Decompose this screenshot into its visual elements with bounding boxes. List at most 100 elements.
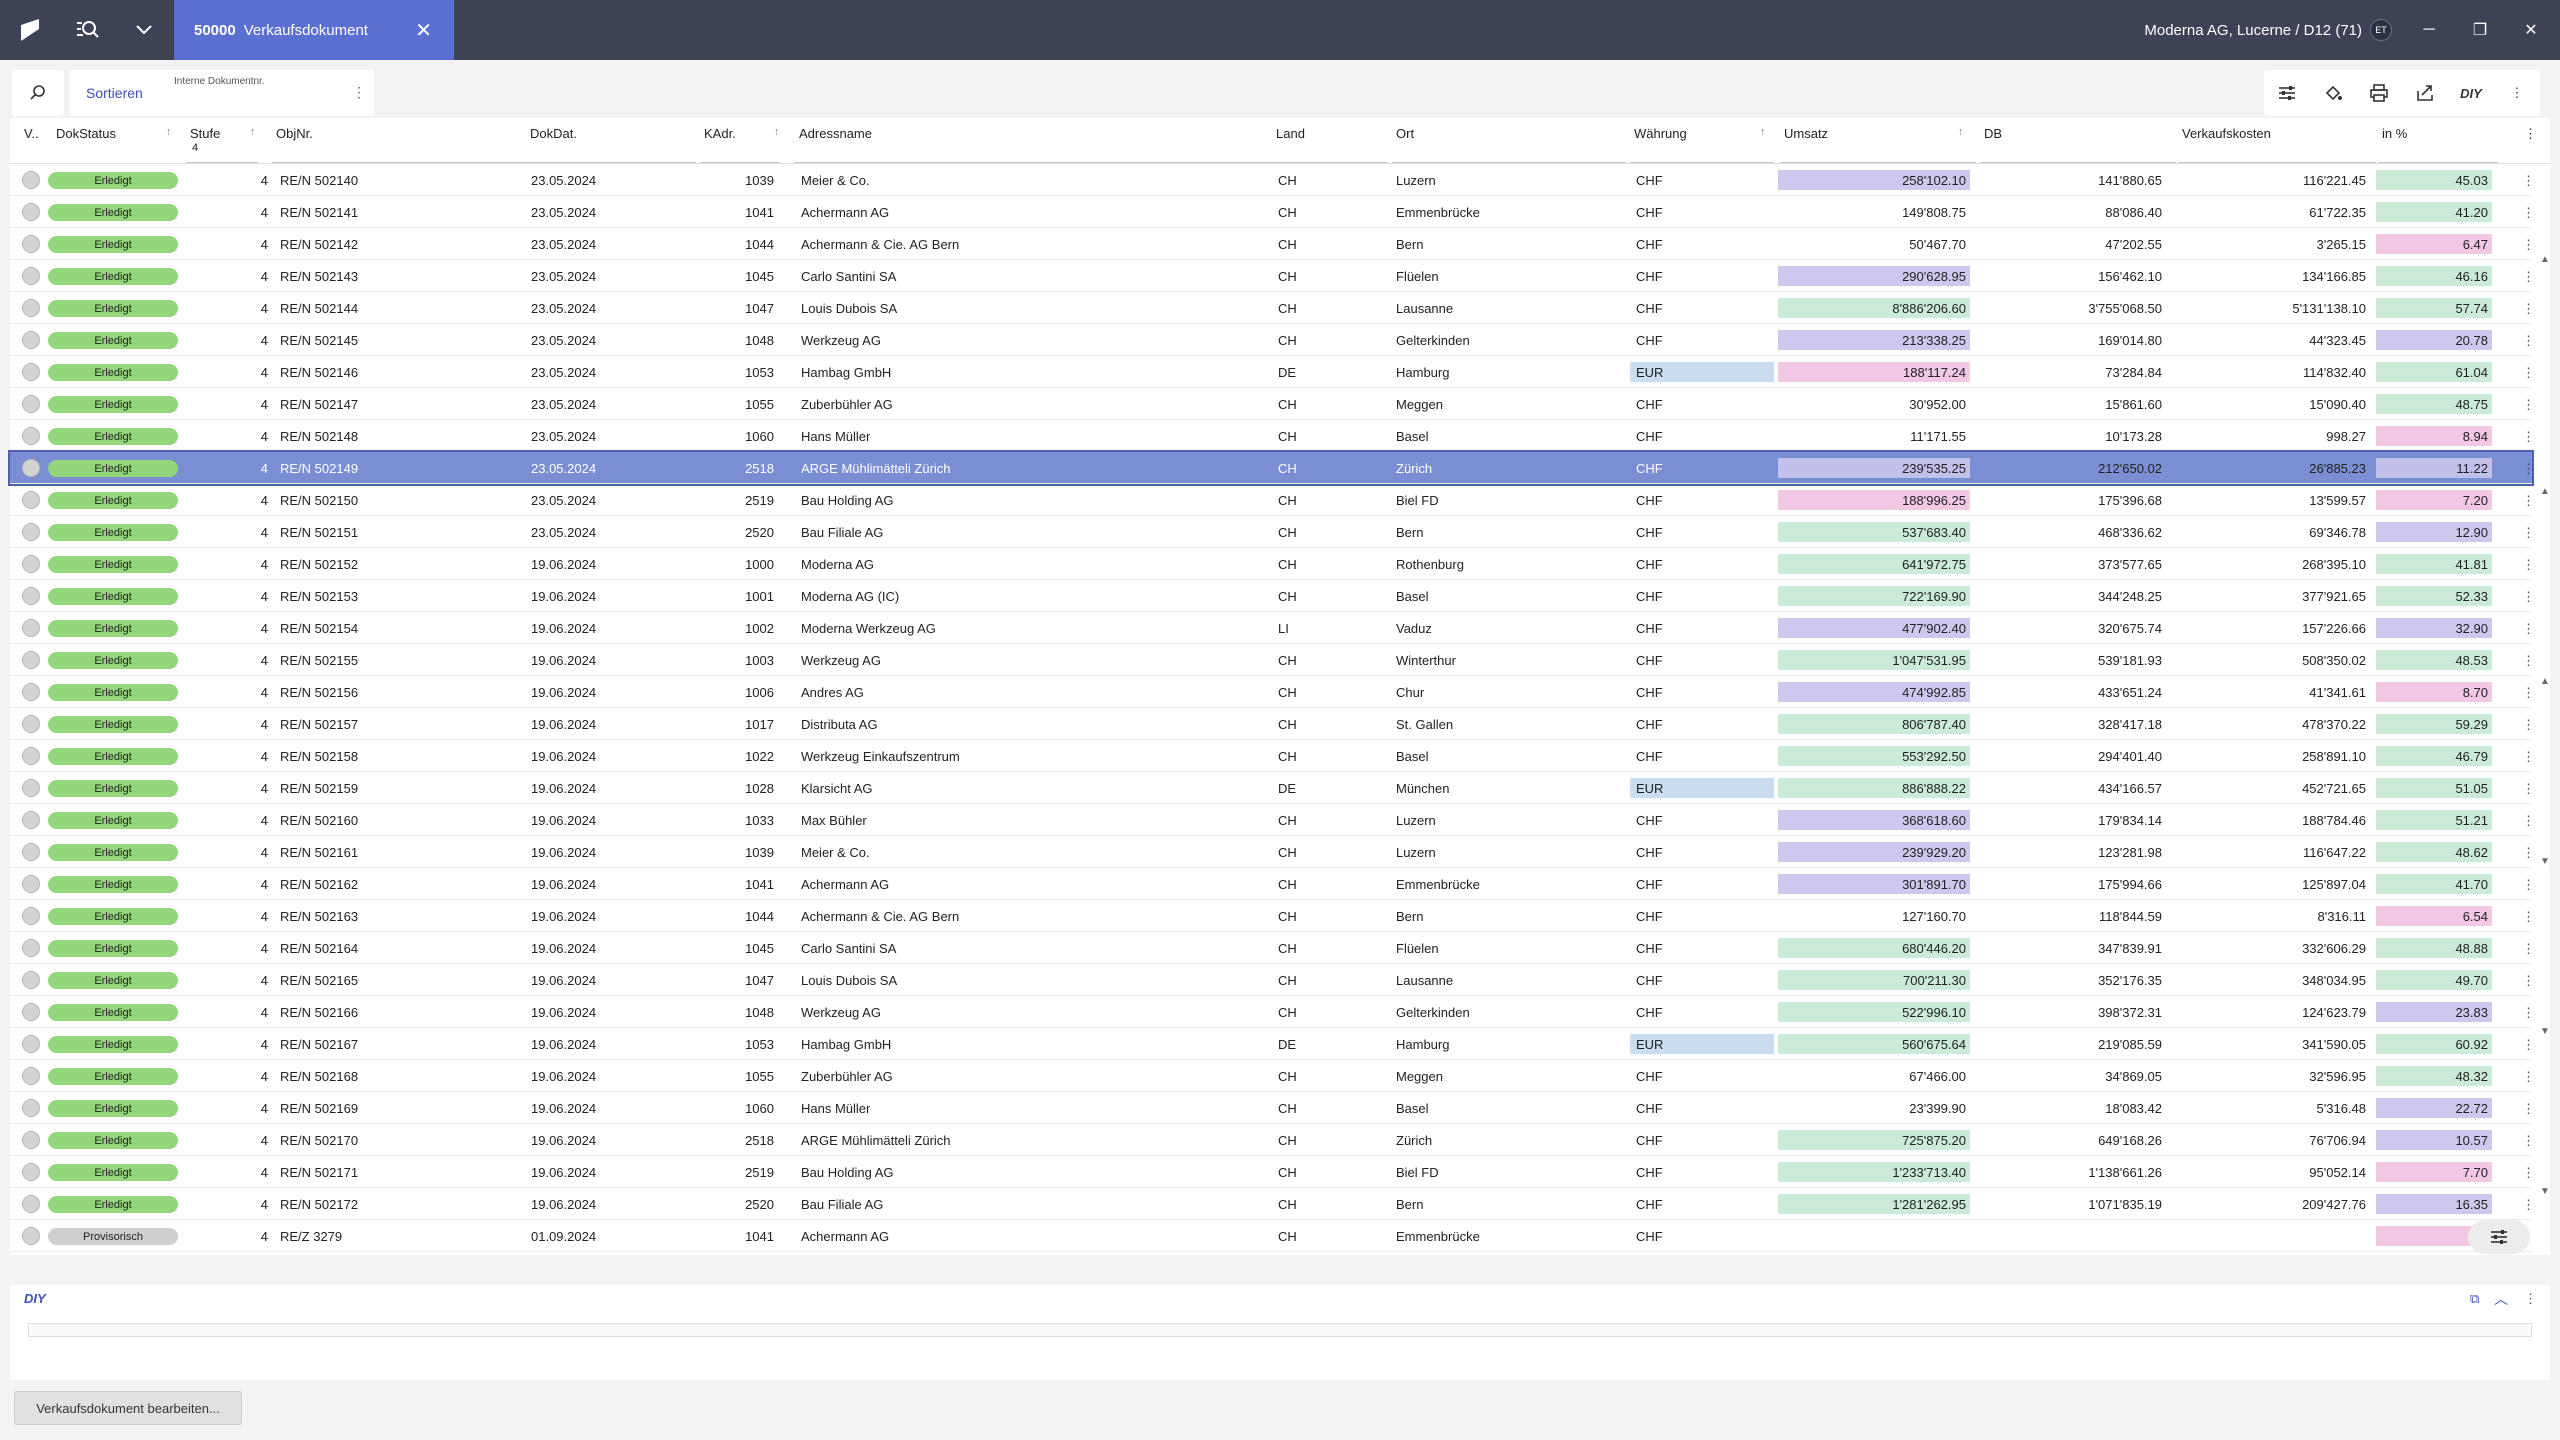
- more-vertical-icon[interactable]: ⋮: [2524, 1291, 2537, 1306]
- sort-arrow-icon[interactable]: ↑: [250, 126, 256, 138]
- row-menu-icon[interactable]: ⋮: [2522, 685, 2535, 700]
- table-row[interactable]: Erledigt 4 RE/N 502158 19.06.2024 1022 Werkze…: [10, 740, 2535, 772]
- row-menu-icon[interactable]: ⋮: [2522, 301, 2535, 316]
- sort-label[interactable]: Sortieren: [86, 85, 143, 101]
- quick-filter-button[interactable]: [2468, 1220, 2530, 1254]
- table-row[interactable]: Erledigt 4 RE/N 502144 23.05.2024 1047 Louis …: [10, 292, 2535, 324]
- row-select-checkbox[interactable]: [22, 1195, 40, 1213]
- row-select-checkbox[interactable]: [22, 555, 40, 573]
- row-menu-icon[interactable]: ⋮: [2522, 1133, 2535, 1148]
- sort-arrow-icon[interactable]: ↑: [774, 126, 780, 138]
- table-row[interactable]: Erledigt 4 RE/N 502169 19.06.2024 1060 Hans M…: [10, 1092, 2535, 1124]
- row-menu-icon[interactable]: ⋮: [2522, 397, 2535, 412]
- row-select-checkbox[interactable]: [22, 267, 40, 285]
- col-header-objnr[interactable]: ObjNr.: [276, 126, 313, 141]
- table-row[interactable]: Erledigt 4 RE/N 502148 23.05.2024 1060 Hans M…: [10, 420, 2535, 452]
- close-window-icon[interactable]: ✕: [2524, 22, 2538, 39]
- row-select-checkbox[interactable]: [22, 203, 40, 221]
- row-menu-icon[interactable]: ⋮: [2522, 973, 2535, 988]
- row-select-checkbox[interactable]: [22, 1227, 40, 1245]
- table-row[interactable]: Erledigt 4 RE/N 502152 19.06.2024 1000 Modern…: [10, 548, 2535, 580]
- col-header-stufe[interactable]: Stufe: [190, 126, 221, 141]
- diy-input[interactable]: [28, 1323, 2532, 1337]
- search-list-icon[interactable]: [60, 0, 116, 60]
- table-row[interactable]: Erledigt 4 RE/N 502154 19.06.2024 1002 Modern…: [10, 612, 2535, 644]
- row-menu-icon[interactable]: ⋮: [2522, 845, 2535, 860]
- row-menu-icon[interactable]: ⋮: [2522, 525, 2535, 540]
- col-header-kadr[interactable]: KAdr.: [704, 126, 736, 141]
- row-menu-icon[interactable]: ⋮: [2522, 1005, 2535, 1020]
- row-select-checkbox[interactable]: [22, 395, 40, 413]
- row-menu-icon[interactable]: ⋮: [2522, 1101, 2535, 1116]
- row-select-checkbox[interactable]: [22, 1099, 40, 1117]
- table-row[interactable]: Erledigt 4 RE/N 502162 19.06.2024 1041 Acherm…: [10, 868, 2535, 900]
- chevron-down-icon[interactable]: [116, 0, 172, 60]
- row-select-checkbox[interactable]: [22, 971, 40, 989]
- vertical-scrollbar[interactable]: ▲ ▲ ▲ ▼ ▼ ▼: [2540, 164, 2550, 1254]
- table-row[interactable]: Erledigt 4 RE/N 502172 19.06.2024 2520 Bau Fi…: [10, 1188, 2535, 1220]
- column-menu-icon[interactable]: ⋮: [2524, 126, 2537, 141]
- row-select-checkbox[interactable]: [22, 683, 40, 701]
- row-select-checkbox[interactable]: [22, 1035, 40, 1053]
- table-row[interactable]: Erledigt 4 RE/N 502147 23.05.2024 1055 Zuberb…: [10, 388, 2535, 420]
- col-header-ort[interactable]: Ort: [1396, 126, 1415, 141]
- table-row[interactable]: Erledigt 4 RE/N 502156 19.06.2024 1006 Andres…: [10, 676, 2535, 708]
- row-select-checkbox[interactable]: [22, 939, 40, 957]
- col-header-adressname[interactable]: Adressname: [799, 126, 872, 141]
- table-row[interactable]: Erledigt 4 RE/N 502153 19.06.2024 1001 Modern…: [10, 580, 2535, 612]
- table-row[interactable]: Erledigt 4 RE/N 502163 19.06.2024 1044 Acherm…: [10, 900, 2535, 932]
- row-select-checkbox[interactable]: [22, 619, 40, 637]
- row-select-checkbox[interactable]: [22, 171, 40, 189]
- table-row[interactable]: Erledigt 4 RE/N 502167 19.06.2024 1053 Hambag…: [10, 1028, 2535, 1060]
- row-select-checkbox[interactable]: [22, 875, 40, 893]
- row-select-checkbox[interactable]: [22, 331, 40, 349]
- table-row[interactable]: Erledigt 4 RE/N 502159 19.06.2024 1028 Klarsi…: [10, 772, 2535, 804]
- diy-button[interactable]: DIY: [2460, 85, 2482, 101]
- table-row[interactable]: Erledigt 4 RE/N 502165 19.06.2024 1047 Louis …: [10, 964, 2535, 996]
- row-menu-icon[interactable]: ⋮: [2522, 621, 2535, 636]
- table-row[interactable]: Erledigt 4 RE/N 502166 19.06.2024 1048 Werkze…: [10, 996, 2535, 1028]
- table-row[interactable]: Erledigt 4 RE/N 502143 23.05.2024 1045 Carlo …: [10, 260, 2535, 292]
- row-select-checkbox[interactable]: [22, 811, 40, 829]
- row-select-checkbox[interactable]: [22, 235, 40, 253]
- row-select-checkbox[interactable]: [22, 1003, 40, 1021]
- row-menu-icon[interactable]: ⋮: [2522, 1037, 2535, 1052]
- table-row[interactable]: Erledigt 4 RE/N 502141 23.05.2024 1041 Acherm…: [10, 196, 2535, 228]
- row-menu-icon[interactable]: ⋮: [2522, 653, 2535, 668]
- table-row[interactable]: Erledigt 4 RE/N 502168 19.06.2024 1055 Zuberb…: [10, 1060, 2535, 1092]
- open-external-icon[interactable]: ⧉: [2470, 1291, 2480, 1306]
- table-row[interactable]: Erledigt 4 RE/N 502155 19.06.2024 1003 Werkze…: [10, 644, 2535, 676]
- row-select-checkbox[interactable]: [22, 907, 40, 925]
- row-select-checkbox[interactable]: [22, 491, 40, 509]
- table-row[interactable]: Erledigt 4 RE/N 502140 23.05.2024 1039 Meier …: [10, 164, 2535, 196]
- table-row[interactable]: Erledigt 4 RE/N 502157 19.06.2024 1017 Distri…: [10, 708, 2535, 740]
- table-row[interactable]: Provisorisch 4 RE/Z 3279 01.09.2024 1041 Ache…: [10, 1220, 2535, 1252]
- row-menu-icon[interactable]: ⋮: [2522, 877, 2535, 892]
- row-menu-icon[interactable]: ⋮: [2522, 493, 2535, 508]
- row-select-checkbox[interactable]: [22, 363, 40, 381]
- table-row[interactable]: Erledigt 4 RE/N 502146 23.05.2024 1053 Hambag…: [10, 356, 2535, 388]
- minimize-icon[interactable]: ─: [2423, 21, 2435, 38]
- edit-sales-document-button[interactable]: Verkaufsdokument bearbeiten...: [14, 1391, 242, 1425]
- row-select-checkbox[interactable]: [22, 843, 40, 861]
- row-menu-icon[interactable]: ⋮: [2522, 173, 2535, 188]
- row-menu-icon[interactable]: ⋮: [2522, 205, 2535, 220]
- row-select-checkbox[interactable]: [22, 523, 40, 541]
- search-button[interactable]: [12, 70, 64, 116]
- row-menu-icon[interactable]: ⋮: [2522, 237, 2535, 252]
- row-menu-icon[interactable]: ⋮: [2522, 1165, 2535, 1180]
- col-header-verkaufskosten[interactable]: Verkaufskosten: [2182, 126, 2271, 141]
- sort-arrow-icon[interactable]: ↑: [1958, 126, 1964, 138]
- row-menu-icon[interactable]: ⋮: [2522, 749, 2535, 764]
- row-select-checkbox[interactable]: [22, 779, 40, 797]
- row-select-checkbox[interactable]: [22, 1131, 40, 1149]
- row-select-checkbox[interactable]: [22, 587, 40, 605]
- col-header-land[interactable]: Land: [1276, 126, 1305, 141]
- row-select-checkbox[interactable]: [22, 459, 40, 477]
- row-menu-icon[interactable]: ⋮: [2522, 429, 2535, 444]
- row-menu-icon[interactable]: ⋮: [2522, 1197, 2535, 1212]
- filter-settings-icon[interactable]: [2264, 70, 2310, 116]
- document-tab[interactable]: 50000 Verkaufsdokument ✕: [174, 0, 454, 60]
- row-menu-icon[interactable]: ⋮: [2522, 781, 2535, 796]
- col-header-umsatz[interactable]: Umsatz: [1784, 126, 1829, 141]
